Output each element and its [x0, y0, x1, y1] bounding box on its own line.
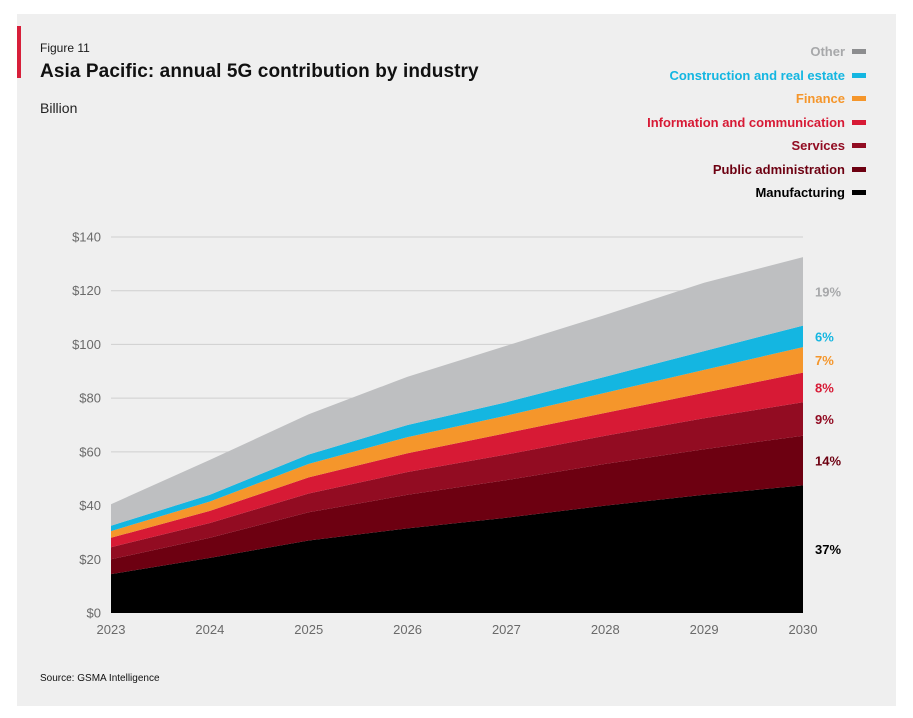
- x-tick-label: 2028: [591, 622, 620, 637]
- legend-swatch: [852, 96, 866, 102]
- area-information-and-communication: [111, 372, 803, 548]
- legend-label: Information and communication: [647, 114, 845, 130]
- end-label: 37%: [815, 542, 841, 557]
- x-tick-label: 2027: [492, 622, 521, 637]
- end-label: 14%: [815, 454, 841, 469]
- end-label: 8%: [815, 380, 834, 395]
- legend-item: Other: [647, 40, 866, 64]
- end-label: 19%: [815, 284, 841, 299]
- y-tick-label: $80: [79, 391, 101, 406]
- end-label: 7%: [815, 353, 834, 368]
- x-tick-label: 2024: [195, 622, 224, 637]
- legend-swatch: [852, 49, 866, 55]
- area-finance: [111, 347, 803, 538]
- legend-item: Construction and real estate: [647, 64, 866, 88]
- legend-swatch: [852, 143, 866, 149]
- figure-label: Figure 11: [40, 41, 90, 55]
- legend-label: Other: [810, 44, 845, 60]
- x-tick-label: 2029: [690, 622, 719, 637]
- area-services: [111, 402, 803, 560]
- legend-swatch: [852, 119, 866, 125]
- accent-bar: [17, 26, 21, 78]
- y-tick-label: $60: [79, 444, 101, 459]
- area-construction-and-real-estate: [111, 325, 803, 532]
- legend-label: Manufacturing: [755, 185, 845, 201]
- unit-label: Billion: [40, 100, 78, 116]
- y-tick-label: $20: [79, 552, 101, 567]
- x-tick-label: 2025: [294, 622, 323, 637]
- source-note: Source: GSMA Intelligence: [40, 673, 160, 684]
- x-tick-label: 2023: [97, 622, 126, 637]
- legend-item: Information and communication: [647, 111, 866, 135]
- area-public-administration: [111, 435, 803, 575]
- end-label: 9%: [815, 412, 834, 427]
- legend-item: Manufacturing: [647, 181, 866, 205]
- legend-swatch: [852, 72, 866, 78]
- legend-label: Public administration: [712, 161, 845, 177]
- legend-swatch: [852, 190, 866, 196]
- legend-label: Finance: [795, 91, 845, 107]
- legend-swatch: [852, 166, 866, 172]
- x-tick-label: 2030: [789, 622, 818, 637]
- x-tick-label: 2026: [393, 622, 422, 637]
- y-tick-label: $0: [87, 606, 101, 621]
- legend-item: Public administration: [647, 158, 866, 182]
- area-other: [111, 257, 803, 526]
- y-tick-label: $40: [79, 498, 101, 513]
- y-tick-label: $120: [72, 283, 101, 298]
- legend-item: Services: [647, 134, 866, 158]
- y-tick-label: $100: [72, 337, 101, 352]
- area-manufacturing: [111, 485, 803, 613]
- end-label: 6%: [815, 329, 834, 344]
- legend-label: Services: [791, 138, 846, 154]
- legend-label: Construction and real estate: [669, 67, 845, 83]
- legend-item: Finance: [647, 87, 866, 111]
- chart-title: Asia Pacific: annual 5G contribution by …: [40, 61, 479, 82]
- y-tick-label: $140: [72, 230, 101, 245]
- legend: Other Construction and real estate Finance…: [647, 40, 866, 205]
